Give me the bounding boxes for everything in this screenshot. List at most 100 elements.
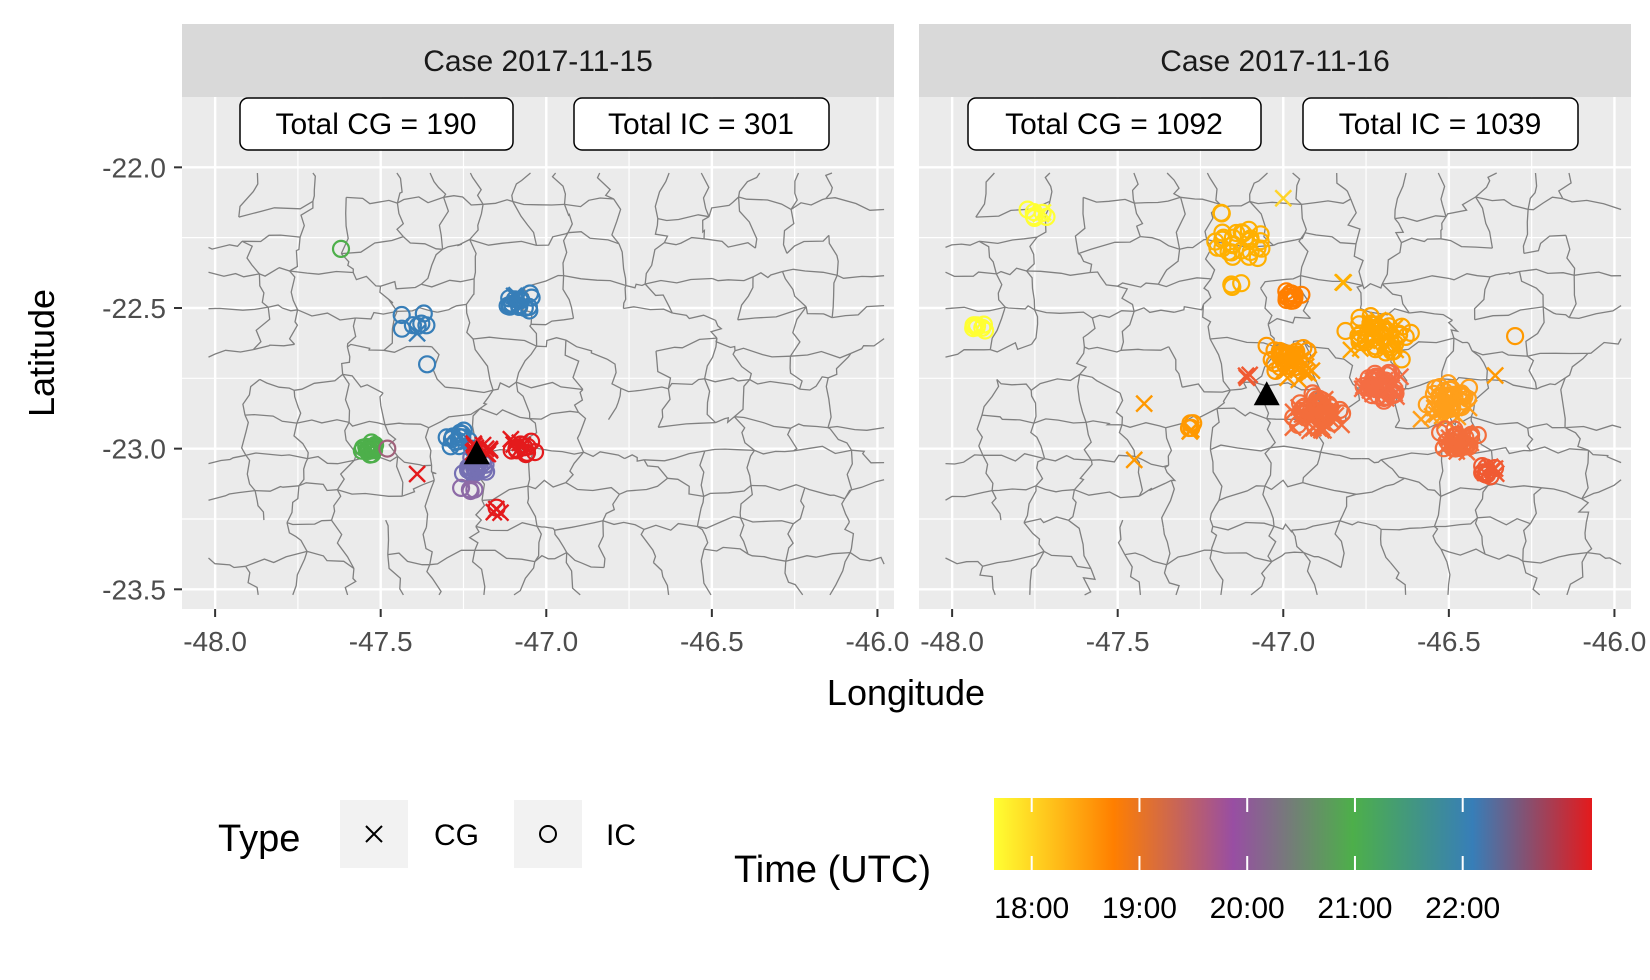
municipal-boundary — [1471, 350, 1528, 357]
municipal-boundary — [401, 479, 435, 497]
municipal-boundary — [1140, 235, 1180, 250]
y-tick-label: -22.0 — [102, 152, 166, 183]
station-triangle-icon — [463, 440, 490, 465]
cg-point — [1284, 418, 1302, 437]
municipal-boundary — [384, 422, 429, 429]
cg-point — [1284, 403, 1302, 421]
municipal-boundary — [380, 280, 422, 290]
municipal-boundary — [346, 317, 357, 348]
municipal-boundary — [1360, 307, 1410, 316]
cg-point — [1376, 371, 1394, 390]
time-colorbar-ticks: 18:00 19:00 20:00 21:00 22:00 — [994, 798, 1500, 925]
municipal-boundary — [664, 236, 705, 246]
municipal-boundary — [1035, 458, 1045, 487]
municipal-boundary — [1133, 202, 1144, 237]
municipal-boundary — [1587, 338, 1622, 355]
municipal-boundary — [208, 348, 254, 358]
municipal-boundary — [1075, 346, 1088, 375]
municipal-boundary — [607, 388, 622, 420]
municipal-boundary — [1471, 416, 1529, 429]
municipal-boundary — [312, 172, 316, 202]
municipal-boundary — [703, 378, 716, 424]
municipal-boundary — [1522, 551, 1588, 564]
ic-point — [1434, 439, 1453, 458]
municipal-boundary — [1557, 172, 1572, 199]
municipal-boundary — [379, 392, 386, 425]
municipal-boundary — [1260, 287, 1273, 325]
municipal-boundary — [529, 410, 579, 420]
municipal-boundary — [1085, 420, 1123, 426]
panel-2-x-axis: -48.0 -47.5 -47.0 -46.5 -46.0 — [920, 609, 1646, 657]
municipal-boundary — [1084, 346, 1122, 353]
cg-point — [1332, 416, 1351, 434]
municipal-boundary — [469, 204, 484, 240]
panel-1: Case 2017-11-15 Total CG = 190 Total IC … — [182, 24, 894, 609]
municipal-boundary — [739, 485, 753, 518]
municipal-boundary — [982, 550, 1045, 567]
ic-point — [520, 301, 539, 320]
municipal-boundary — [286, 485, 300, 523]
municipal-boundary — [479, 407, 530, 420]
municipal-boundary — [208, 557, 246, 569]
municipal-boundary — [1209, 449, 1223, 501]
municipal-boundary — [347, 343, 385, 351]
municipal-boundary — [1522, 523, 1531, 562]
municipal-boundary — [737, 172, 761, 198]
panel-1-strip-label: Case 2017-11-15 — [423, 45, 653, 78]
ic-point — [1251, 225, 1270, 244]
type-legend: Type CG IC — [218, 800, 636, 868]
municipal-boundary — [1527, 352, 1588, 357]
municipal-boundary — [562, 275, 575, 319]
municipal-boundary — [1362, 282, 1383, 290]
colorbar-tick-label: 19:00 — [1102, 892, 1177, 925]
municipal-boundary — [531, 317, 574, 326]
municipal-boundary — [672, 312, 716, 321]
municipal-boundary — [424, 480, 435, 528]
municipal-boundary — [299, 201, 314, 238]
ic-point — [412, 314, 431, 333]
municipal-boundary — [583, 451, 625, 460]
municipal-boundary — [1175, 197, 1186, 250]
cg-point — [1299, 350, 1318, 369]
municipal-boundary — [330, 519, 355, 569]
municipal-boundary — [644, 283, 673, 314]
municipal-boundary — [1262, 485, 1275, 527]
municipal-boundary — [430, 465, 437, 481]
municipal-boundary — [1266, 418, 1277, 449]
municipal-boundary — [342, 373, 384, 394]
municipal-boundary — [1301, 198, 1352, 206]
municipal-boundary — [1339, 520, 1382, 530]
ic-circle-icon — [539, 825, 557, 843]
municipal-boundary — [732, 350, 753, 380]
municipal-boundary — [1440, 216, 1447, 239]
cg-point — [512, 438, 531, 457]
municipal-boundary — [989, 307, 1006, 350]
municipal-boundary — [828, 235, 839, 276]
cg-point — [1289, 371, 1308, 389]
y-axis-title: Latitude — [21, 289, 62, 417]
municipal-boundary — [259, 267, 290, 277]
municipal-boundary — [384, 424, 399, 457]
municipal-boundary — [1449, 273, 1491, 281]
municipal-boundary — [563, 204, 573, 233]
municipal-boundary — [1334, 520, 1345, 568]
municipal-boundary — [1474, 485, 1489, 518]
municipal-boundary — [1250, 561, 1273, 596]
municipal-boundary — [1179, 238, 1207, 250]
type-legend-label-ic: IC — [606, 819, 636, 852]
municipal-boundary — [804, 487, 846, 500]
cg-point — [510, 433, 529, 452]
municipal-boundary — [429, 549, 475, 566]
municipal-boundary — [697, 525, 709, 550]
municipal-boundary — [286, 522, 308, 552]
y-tick-label: -23.5 — [102, 574, 166, 605]
municipal-boundary — [402, 236, 443, 250]
municipal-boundary — [352, 272, 381, 287]
municipal-boundary — [515, 382, 531, 419]
municipal-boundary — [1033, 418, 1087, 424]
municipal-boundary — [1023, 522, 1045, 552]
ic-point — [1505, 327, 1525, 346]
municipal-boundary — [1030, 422, 1046, 459]
cg-point — [1483, 461, 1502, 479]
municipal-boundary — [1584, 522, 1593, 554]
